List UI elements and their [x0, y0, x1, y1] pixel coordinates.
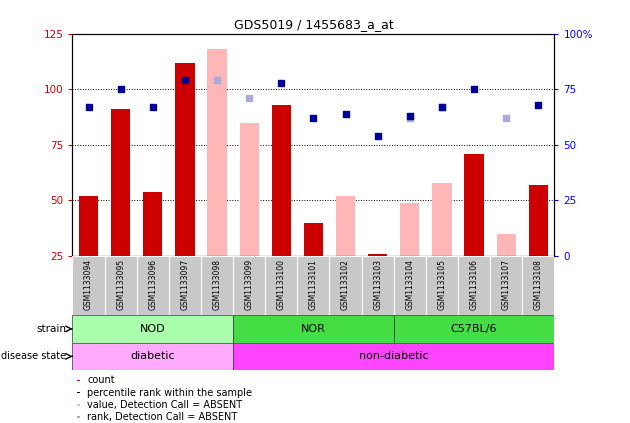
Bar [304, 222, 323, 256]
Text: GSM1133097: GSM1133097 [180, 259, 190, 310]
Bar [143, 192, 163, 256]
Bar [72, 256, 105, 315]
Bar [272, 105, 291, 256]
Bar [77, 392, 80, 393]
Point [404, 115, 415, 122]
Text: disease state: disease state [1, 352, 66, 361]
Bar [496, 233, 516, 256]
Text: GSM1133098: GSM1133098 [212, 259, 222, 310]
Bar [169, 256, 201, 315]
Bar [175, 63, 195, 256]
Bar [432, 183, 452, 256]
Bar [201, 256, 233, 315]
Bar [105, 256, 137, 315]
Bar [329, 256, 362, 315]
Title: GDS5019 / 1455683_a_at: GDS5019 / 1455683_a_at [234, 18, 393, 31]
Point [469, 86, 479, 93]
Point [116, 86, 126, 93]
Text: GSM1133106: GSM1133106 [469, 259, 479, 310]
Bar [207, 49, 227, 256]
Text: GSM1133101: GSM1133101 [309, 259, 318, 310]
Text: GSM1133095: GSM1133095 [116, 259, 125, 310]
Text: C57BL/6: C57BL/6 [451, 324, 497, 334]
Text: GSM1133104: GSM1133104 [405, 259, 415, 310]
Text: value, Detection Call = ABSENT: value, Detection Call = ABSENT [87, 400, 242, 410]
Bar [336, 196, 355, 256]
Bar [233, 315, 394, 343]
Text: GSM1133103: GSM1133103 [373, 259, 382, 310]
Text: diabetic: diabetic [130, 352, 175, 361]
Point [212, 77, 222, 84]
Bar [233, 256, 265, 315]
Text: GSM1133105: GSM1133105 [437, 259, 447, 310]
Bar [137, 256, 169, 315]
Point [83, 104, 94, 110]
Point [437, 104, 447, 110]
Bar [77, 416, 80, 418]
Point [308, 115, 318, 122]
Bar [79, 196, 98, 256]
Bar [362, 256, 394, 315]
Text: NOD: NOD [140, 324, 166, 334]
Bar [368, 254, 387, 256]
Point [340, 110, 350, 117]
Bar [72, 315, 233, 343]
Text: GSM1133108: GSM1133108 [534, 259, 543, 310]
Text: strain: strain [36, 324, 66, 334]
Bar [426, 256, 458, 315]
Point [147, 104, 158, 110]
Point [372, 132, 382, 139]
Bar [394, 315, 554, 343]
Text: NOR: NOR [301, 324, 326, 334]
Text: GSM1133096: GSM1133096 [148, 259, 158, 310]
Bar [72, 343, 233, 370]
Text: count: count [87, 376, 115, 385]
Point [244, 95, 254, 102]
Point [533, 102, 543, 108]
Bar [233, 343, 554, 370]
Bar [490, 256, 522, 315]
Point [404, 113, 415, 119]
Text: GSM1133102: GSM1133102 [341, 259, 350, 310]
Bar [77, 404, 80, 406]
Text: rank, Detection Call = ABSENT: rank, Detection Call = ABSENT [87, 412, 238, 422]
Text: percentile rank within the sample: percentile rank within the sample [87, 387, 252, 398]
Bar [529, 185, 548, 256]
Bar [394, 256, 426, 315]
Text: GSM1133107: GSM1133107 [501, 259, 511, 310]
Text: GSM1133094: GSM1133094 [84, 259, 93, 310]
Bar [111, 109, 130, 256]
Bar [265, 256, 297, 315]
Point [501, 115, 511, 122]
Bar [464, 154, 484, 256]
Text: non-diabetic: non-diabetic [359, 352, 428, 361]
Text: GSM1133099: GSM1133099 [244, 259, 254, 310]
Bar [458, 256, 490, 315]
Bar [77, 379, 80, 381]
Bar [239, 123, 259, 256]
Point [276, 79, 286, 86]
Text: GSM1133100: GSM1133100 [277, 259, 286, 310]
Bar [522, 256, 554, 315]
Point [437, 104, 447, 110]
Bar [297, 256, 329, 315]
Point [180, 77, 190, 84]
Bar [400, 203, 420, 256]
